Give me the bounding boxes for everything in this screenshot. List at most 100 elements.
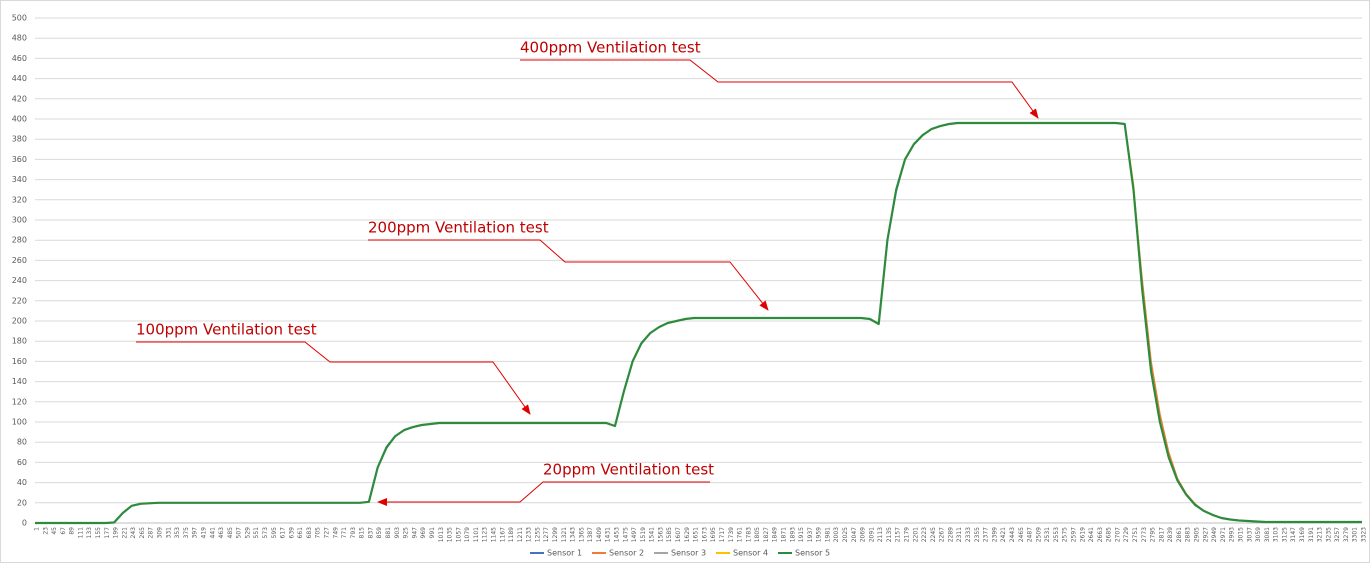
annotation-arrow xyxy=(136,341,531,415)
x-tick-label: 199 xyxy=(113,527,120,539)
x-tick-label: 2069 xyxy=(860,527,867,542)
x-tick-label: 3015 xyxy=(1237,527,1244,542)
x-tick-label: 265 xyxy=(139,527,146,539)
x-tick-label: 551 xyxy=(253,527,260,539)
x-tick-label: 859 xyxy=(376,527,383,539)
x-tick-label: 287 xyxy=(148,527,155,539)
x-tick-label: 3279 xyxy=(1343,527,1350,542)
x-tick-label: 2201 xyxy=(912,527,919,542)
x-tick-label: 595 xyxy=(271,527,278,539)
y-tick-label: 340 xyxy=(12,175,27,184)
x-tick-label: 617 xyxy=(280,527,287,539)
x-tick-label: 2729 xyxy=(1123,527,1130,542)
x-tick-label: 2311 xyxy=(956,527,963,542)
x-tick-label: 1233 xyxy=(526,527,533,542)
x-tick-label: 1981 xyxy=(824,527,831,542)
x-tick-label: 881 xyxy=(385,527,392,539)
x-tick-label: 1871 xyxy=(780,527,787,542)
x-tick-label: 2663 xyxy=(1097,527,1104,542)
x-tick-label: 1849 xyxy=(772,527,779,542)
y-tick-label: 280 xyxy=(12,236,27,245)
x-tick-label: 2487 xyxy=(1027,527,1034,542)
y-tick-label: 40 xyxy=(17,478,27,487)
y-tick-label: 140 xyxy=(12,377,27,386)
x-tick-label: 2993 xyxy=(1229,527,1236,542)
x-tick-label: 2707 xyxy=(1114,527,1121,542)
x-tick-label: 1145 xyxy=(490,527,497,542)
x-tick-label: 1211 xyxy=(517,527,524,542)
y-tick-label: 300 xyxy=(12,216,27,225)
x-tick-label: 1299 xyxy=(552,527,559,542)
x-tick-label: 1035 xyxy=(447,527,454,542)
x-tick-label: 1739 xyxy=(728,527,735,542)
x-tick-label: 573 xyxy=(262,527,269,539)
x-tick-label: 397 xyxy=(192,527,199,539)
x-tick-label: 3037 xyxy=(1246,527,1253,542)
x-tick-label: 331 xyxy=(165,527,172,539)
y-tick-label: 220 xyxy=(12,296,27,305)
x-tick-label: 903 xyxy=(394,527,401,539)
x-tick-label: 1717 xyxy=(719,527,726,542)
x-tick-label: 463 xyxy=(218,527,225,539)
x-tick-label: 1827 xyxy=(763,527,770,542)
x-tick-label: 2465 xyxy=(1018,527,1025,542)
x-tick-label: 1805 xyxy=(754,527,761,542)
x-tick-label: 1277 xyxy=(543,527,550,542)
x-tick-label: 1475 xyxy=(622,527,629,542)
x-tick-label: 2399 xyxy=(991,527,998,542)
x-tick-label: 2179 xyxy=(904,527,911,542)
x-tick-label: 485 xyxy=(227,527,234,539)
x-tick-label: 2883 xyxy=(1185,527,1192,542)
x-tick-label: 1541 xyxy=(649,527,656,542)
x-tick-label: 2685 xyxy=(1106,527,1113,542)
x-tick-label: 2157 xyxy=(895,527,902,542)
y-tick-label: 0 xyxy=(22,519,27,528)
x-tick-label: 2553 xyxy=(1053,527,1060,542)
x-tick-label: 1409 xyxy=(596,527,603,542)
x-tick-label: 1761 xyxy=(737,527,744,542)
x-tick-label: 2839 xyxy=(1167,527,1174,542)
x-tick-label: 243 xyxy=(130,527,137,539)
annotation-arrow xyxy=(520,59,1039,119)
x-tick-label: 2003 xyxy=(833,527,840,542)
x-tick-label: 3059 xyxy=(1255,527,1262,542)
x-tick-label: 925 xyxy=(403,527,410,539)
x-tick-label: 507 xyxy=(236,527,243,539)
x-tick-label: 177 xyxy=(104,527,111,539)
x-tick-label: 683 xyxy=(306,527,313,539)
x-tick-label: 375 xyxy=(183,527,190,539)
x-tick-label: 2223 xyxy=(921,527,928,542)
x-tick-label: 2641 xyxy=(1088,527,1095,542)
x-tick-label: 1783 xyxy=(745,527,752,542)
x-tick-label: 2135 xyxy=(886,527,893,542)
x-tick-label: 2619 xyxy=(1079,527,1086,542)
x-tick-label: 2905 xyxy=(1194,527,1201,542)
x-tick-label: 353 xyxy=(174,527,181,539)
y-tick-label: 180 xyxy=(12,337,27,346)
x-tick-label: 309 xyxy=(157,527,164,539)
x-tick-label: 639 xyxy=(288,527,295,539)
x-tick-label: 837 xyxy=(367,527,374,539)
x-tick-label: 2025 xyxy=(842,527,849,542)
legend-label: Sensor 2 xyxy=(609,549,644,558)
x-tick-label: 155 xyxy=(95,527,102,539)
x-tick-label: 1893 xyxy=(789,527,796,542)
x-tick-label: 2531 xyxy=(1044,527,1051,542)
x-tick-label: 1321 xyxy=(561,527,568,542)
annotation: 20ppm Ventilation test xyxy=(543,461,714,479)
x-tick-label: 1013 xyxy=(438,527,445,542)
x-tick-label: 2971 xyxy=(1220,527,1227,542)
x-tick-label: 3257 xyxy=(1334,527,1341,542)
y-tick-label: 400 xyxy=(12,115,27,124)
x-tick-label: 1695 xyxy=(710,527,717,542)
x-tick-label: 2509 xyxy=(1035,527,1042,542)
x-tick-label: 1123 xyxy=(482,527,489,542)
x-tick-label: 111 xyxy=(77,527,84,539)
x-tick-label: 441 xyxy=(209,527,216,539)
x-tick-label: 1673 xyxy=(701,527,708,542)
x-tick-label: 1167 xyxy=(499,527,506,542)
x-tick-label: 2817 xyxy=(1158,527,1165,542)
x-tick-label: 2355 xyxy=(974,527,981,542)
